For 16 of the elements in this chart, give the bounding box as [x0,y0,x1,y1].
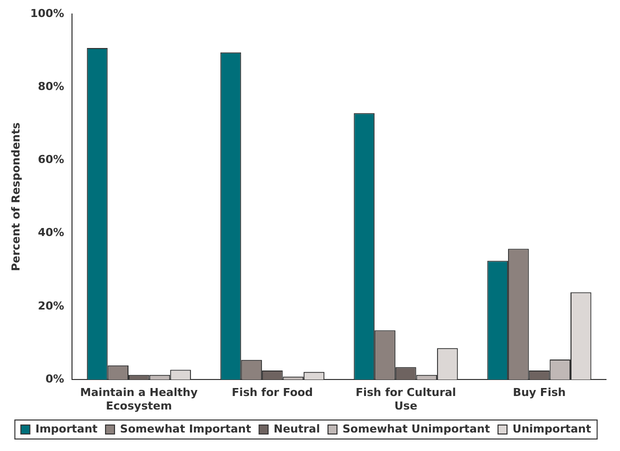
x-tick-label: Maintain a Healthy Ecosystem [80,386,198,412]
y-tick-label: 60% [38,153,64,166]
legend-label: Somewhat Unimportant [342,422,490,436]
x-tick-label: Buy Fish [512,386,566,400]
legend-label: Somewhat Important [120,422,252,436]
y-axis-title: Percent of Respondents [9,122,22,272]
y-tick-label: 40% [38,226,64,240]
y-tick-label: 80% [38,80,64,93]
x-tick-label: Fish for Food [232,386,313,400]
y-tick-label: 0% [45,372,64,386]
legend-label: Unimportant [512,422,592,436]
legend-label: Important [35,422,98,436]
y-tick-label: 100% [30,6,64,20]
y-tick-label: 20% [38,299,64,312]
x-tick-label: Fish for Cultural Use [356,386,456,412]
legend-label: Neutral [274,422,320,436]
